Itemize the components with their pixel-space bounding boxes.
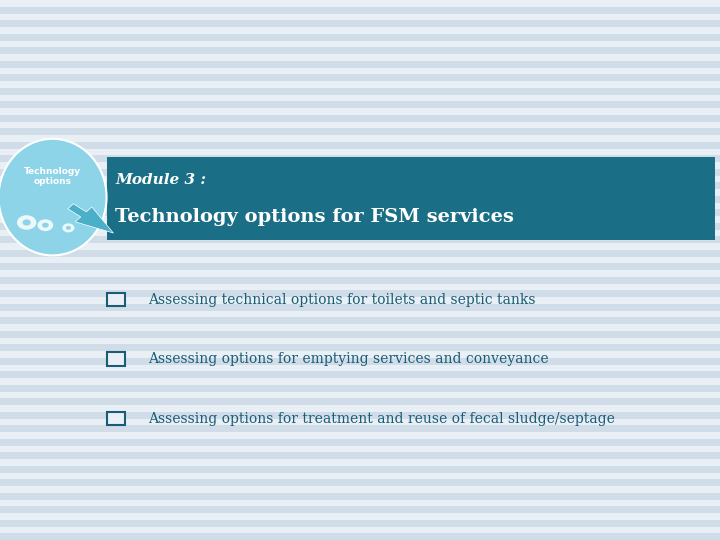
Bar [0, 115, 720, 122]
Bar [0, 47, 720, 54]
Bar [0, 222, 720, 230]
Bar [0, 263, 720, 270]
Circle shape [17, 215, 36, 230]
Bar [0, 465, 720, 472]
Bar [107, 293, 125, 306]
Text: Technology
options: Technology options [24, 167, 81, 186]
Text: Assessing options for emptying services and conveyance: Assessing options for emptying services … [148, 352, 548, 366]
Bar [0, 453, 720, 459]
Bar [0, 141, 720, 149]
Circle shape [63, 224, 74, 232]
Bar [0, 74, 720, 81]
Circle shape [42, 222, 49, 228]
Bar [0, 156, 720, 162]
Bar [0, 195, 720, 202]
Bar [0, 330, 720, 338]
Bar [0, 426, 720, 432]
Circle shape [37, 219, 53, 231]
Bar [0, 33, 720, 40]
Text: Assessing technical options for toilets and septic tanks: Assessing technical options for toilets … [148, 293, 535, 307]
Text: Assessing options for treatment and reuse of fecal sludge/septage: Assessing options for treatment and reus… [148, 411, 614, 426]
Bar [0, 303, 720, 310]
Bar [0, 399, 720, 405]
Bar [0, 249, 720, 256]
Bar [0, 372, 720, 378]
Bar [0, 317, 720, 324]
Bar [0, 519, 720, 526]
Bar [0, 291, 720, 297]
Bar [0, 60, 720, 68]
Bar [0, 128, 720, 135]
Bar [107, 352, 125, 366]
Bar [0, 102, 720, 108]
Bar [0, 492, 720, 500]
Bar [107, 157, 715, 240]
Bar [0, 480, 720, 486]
Bar [0, 411, 720, 418]
Bar [0, 237, 720, 243]
Bar [0, 357, 720, 364]
Bar [0, 183, 720, 189]
Bar [0, 438, 720, 445]
Bar [0, 20, 720, 27]
Bar [0, 534, 720, 540]
Ellipse shape [0, 139, 107, 255]
Bar [107, 411, 125, 426]
FancyArrow shape [68, 204, 113, 233]
Bar [0, 384, 720, 391]
Circle shape [66, 226, 71, 230]
Bar [0, 87, 720, 94]
Text: Technology options for FSM services: Technology options for FSM services [115, 208, 514, 226]
Bar [0, 209, 720, 216]
Bar [0, 345, 720, 351]
Circle shape [22, 219, 31, 226]
Bar [0, 276, 720, 284]
Bar [0, 507, 720, 513]
Bar [0, 6, 720, 14]
Bar [0, 168, 720, 176]
Text: Module 3 :: Module 3 : [115, 173, 206, 187]
